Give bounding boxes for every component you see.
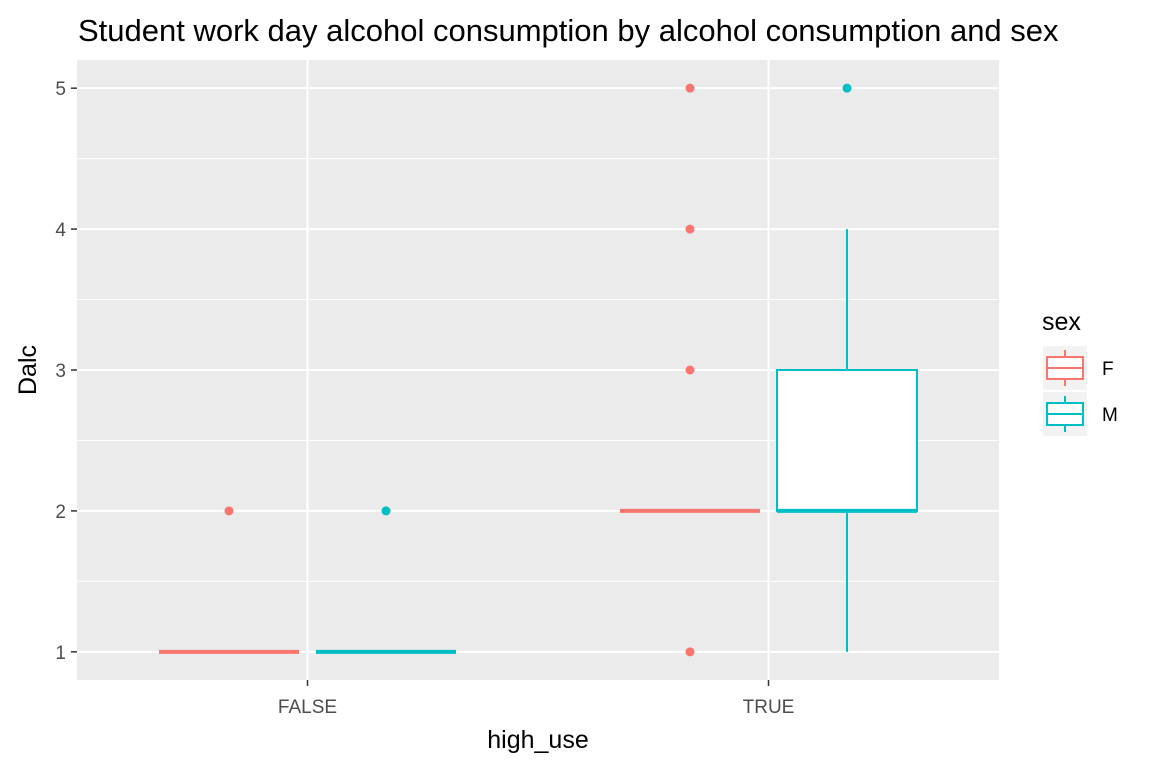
outlier-point	[842, 83, 852, 93]
y-axis-title: Dalc	[14, 345, 42, 395]
box-rect	[776, 369, 918, 512]
y-tick-label: 1	[55, 643, 66, 664]
x-axis: FALSE TRUE	[278, 680, 794, 718]
y-axis: 1 2 3 4 5	[55, 79, 77, 664]
outlier-point	[685, 224, 695, 234]
legend-label: M	[1102, 405, 1118, 426]
outlier-point	[381, 506, 391, 516]
legend-item-M: M	[1043, 392, 1118, 436]
chart-title: Student work day alcohol consumption by …	[78, 13, 1059, 48]
x-tick-label: TRUE	[743, 697, 795, 718]
outlier-point	[685, 83, 695, 93]
outlier-point	[224, 506, 234, 516]
y-tick-label: 2	[55, 502, 66, 523]
y-tick-label: 3	[55, 361, 66, 382]
legend-label: F	[1102, 359, 1114, 380]
y-tick-label: 5	[55, 79, 66, 100]
box-M-FALSE	[316, 506, 456, 654]
legend-item-F: F	[1043, 346, 1114, 390]
outlier-point	[685, 365, 695, 375]
box-F-FALSE	[159, 506, 299, 654]
x-axis-title: high_use	[487, 726, 588, 754]
box-F-TRUE	[620, 83, 760, 657]
outlier-point	[685, 647, 695, 657]
legend-title: sex	[1042, 308, 1081, 336]
box-M-TRUE	[776, 83, 918, 652]
y-tick-label: 4	[55, 220, 66, 241]
x-tick-label: FALSE	[278, 697, 337, 718]
legend: sex F M	[1042, 308, 1118, 436]
minor-gridlines	[77, 158, 999, 582]
box-marks	[159, 83, 918, 657]
